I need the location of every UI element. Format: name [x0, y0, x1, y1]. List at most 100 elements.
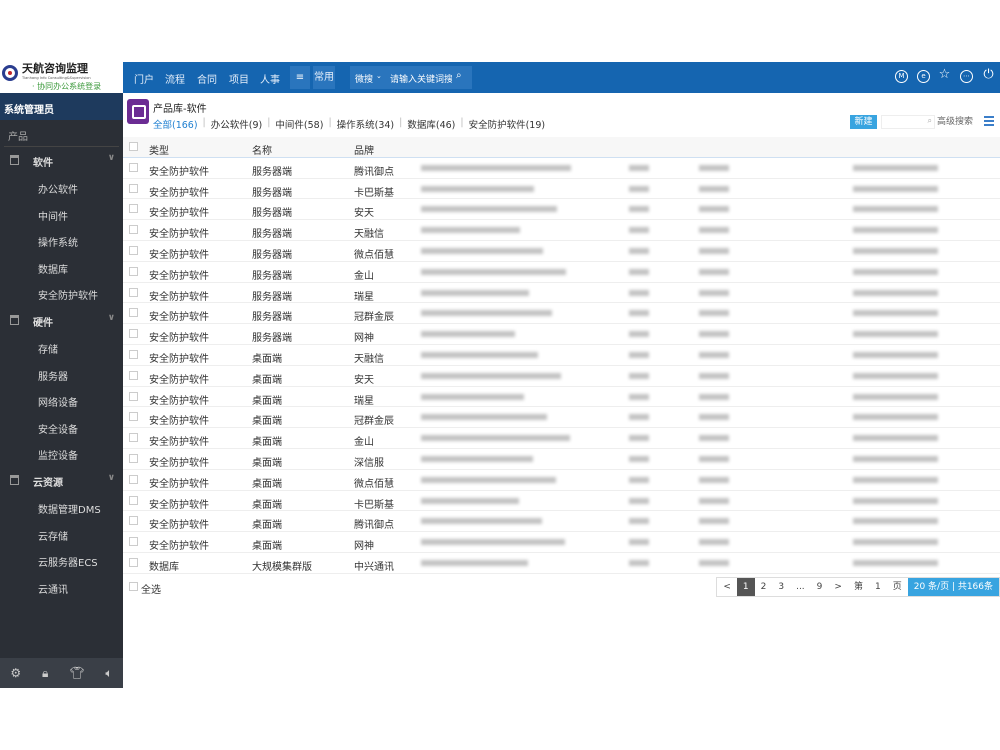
page-button[interactable]: 9: [816, 582, 823, 592]
row-checkbox[interactable]: [129, 453, 138, 463]
row-checkbox[interactable]: [129, 474, 138, 484]
sidebar-item[interactable]: 操作系统: [38, 238, 78, 250]
m-circle-icon[interactable]: M: [895, 70, 908, 83]
category-tab[interactable]: 中间件(58): [275, 120, 324, 131]
page-button[interactable]: 1: [736, 578, 755, 596]
table-row[interactable]: 安全防护软件 桌面端 金山: [123, 428, 1000, 449]
table-row[interactable]: 安全防护软件 桌面端 天融信: [123, 345, 1000, 366]
row-checkbox[interactable]: [129, 308, 138, 318]
sidebar-item[interactable]: 云存储: [38, 531, 68, 543]
row-checkbox[interactable]: [129, 537, 138, 547]
table-row[interactable]: 数据库 大规模集群版 中兴通讯: [123, 553, 1000, 574]
sidebar-item[interactable]: 网络设备: [38, 398, 78, 410]
row-checkbox[interactable]: [129, 183, 138, 193]
nav-common[interactable]: 常用: [313, 66, 335, 89]
table-row[interactable]: 安全防护软件 桌面端 卡巴斯基: [123, 491, 1000, 512]
category-tab[interactable]: 操作系统(34): [336, 120, 395, 131]
search-input[interactable]: 请输入关键词搜索: [390, 75, 452, 85]
row-checkbox[interactable]: [129, 266, 138, 276]
star-icon[interactable]: ☆: [938, 67, 951, 82]
menu-icon[interactable]: ≡: [290, 66, 310, 89]
row-checkbox[interactable]: [129, 391, 138, 401]
power-icon[interactable]: ⏻: [983, 67, 994, 82]
search-box[interactable]: 微搜 ⌄ 请输入关键词搜索 ⌕: [350, 66, 472, 89]
nav-hr[interactable]: 人事: [260, 75, 280, 86]
table-row[interactable]: 安全防护软件 桌面端 安天: [123, 366, 1000, 387]
chevron-down-icon[interactable]: ⌄: [376, 72, 382, 80]
nav-flow[interactable]: 流程: [165, 75, 185, 86]
category-tab[interactable]: 数据库(46): [407, 120, 456, 131]
row-checkbox[interactable]: [129, 287, 138, 297]
column-brand[interactable]: 品牌: [354, 146, 374, 157]
row-checkbox[interactable]: [129, 245, 138, 255]
row-checkbox[interactable]: [129, 349, 138, 359]
table-row[interactable]: 安全防护软件 桌面端 瑞星: [123, 387, 1000, 408]
sidebar-item[interactable]: 存储: [38, 344, 58, 356]
table-row[interactable]: 安全防护软件 桌面端 网神: [123, 532, 1000, 553]
sidebar-item[interactable]: 中间件: [38, 211, 68, 223]
list-view-icon[interactable]: [984, 116, 994, 126]
table-row[interactable]: 安全防护软件 桌面端 深信服: [123, 449, 1000, 470]
sidebar-item[interactable]: 数据管理DMS: [38, 504, 101, 516]
nav-project[interactable]: 项目: [229, 75, 249, 86]
header-checkbox[interactable]: [129, 142, 138, 151]
nav-contract[interactable]: 合同: [197, 75, 217, 86]
category-tab[interactable]: 安全防护软件(19): [468, 120, 546, 131]
search-scope[interactable]: 微搜: [355, 75, 374, 85]
chevron-down-icon[interactable]: ∨: [107, 153, 115, 163]
row-checkbox[interactable]: [129, 412, 138, 422]
table-row[interactable]: 安全防护软件 服务器端 冠群金辰: [123, 303, 1000, 325]
search-icon[interactable]: ⌕: [456, 70, 462, 81]
sidebar-group[interactable]: 硬件 ∨: [0, 307, 123, 334]
category-tab[interactable]: 办公软件(9): [210, 120, 263, 131]
more-icon[interactable]: ⋯: [960, 70, 973, 83]
sidebar-item[interactable]: 安全防护软件: [38, 291, 98, 303]
category-tab[interactable]: 全部(166): [153, 120, 198, 131]
table-row[interactable]: 安全防护软件 服务器端 瑞星: [123, 283, 1000, 304]
row-checkbox[interactable]: [129, 204, 138, 214]
lock-icon[interactable]: 🔒︎: [42, 665, 49, 680]
next-page-button[interactable]: >: [834, 582, 842, 592]
table-row[interactable]: 安全防护软件 服务器端 网神: [123, 324, 1000, 345]
select-all-checkbox[interactable]: [129, 582, 138, 591]
table-row[interactable]: 安全防护软件 桌面端 腾讯御点: [123, 511, 1000, 533]
prev-page-button[interactable]: <: [723, 582, 731, 592]
chevron-down-icon[interactable]: ∨: [107, 472, 115, 483]
sidebar-group[interactable]: 软件 ∨: [0, 147, 123, 174]
row-checkbox[interactable]: [129, 433, 138, 443]
shirt-icon[interactable]: 👕︎: [69, 666, 85, 680]
row-checkbox[interactable]: [129, 162, 138, 172]
sidebar-item[interactable]: 云服务器ECS: [38, 558, 98, 570]
page-button[interactable]: 3: [778, 582, 785, 592]
chevron-down-icon[interactable]: ∨: [107, 312, 115, 323]
table-row[interactable]: 安全防护软件 服务器端 天融信: [123, 220, 1000, 241]
row-checkbox[interactable]: [129, 225, 138, 235]
row-checkbox[interactable]: [129, 516, 138, 526]
goto-page-input[interactable]: 1: [874, 582, 881, 592]
table-row[interactable]: 安全防护软件 服务器端 金山: [123, 262, 1000, 283]
table-row[interactable]: 安全防护软件 服务器端 腾讯御点: [123, 158, 1000, 179]
speaker-icon[interactable]: 🔈︎: [105, 665, 113, 680]
sidebar-item[interactable]: 安全设备: [38, 424, 78, 436]
table-row[interactable]: 安全防护软件 桌面端 微点佰慧: [123, 470, 1000, 491]
quick-search-input[interactable]: ⌕: [881, 115, 935, 129]
page-button[interactable]: 2: [760, 582, 767, 592]
table-row[interactable]: 安全防护软件 服务器端 微点佰慧: [123, 241, 1000, 262]
sidebar-item[interactable]: 云通讯: [38, 584, 68, 596]
page-button[interactable]: ...: [796, 582, 805, 592]
row-checkbox[interactable]: [129, 329, 138, 339]
row-checkbox[interactable]: [129, 370, 138, 380]
sidebar-item[interactable]: 监控设备: [38, 451, 78, 463]
sidebar-item[interactable]: 服务器: [38, 371, 68, 383]
page-size-info[interactable]: 20 条/页 | 共166条: [907, 578, 999, 596]
new-button[interactable]: 新建: [850, 115, 877, 129]
advanced-search-button[interactable]: 高级搜索: [937, 117, 974, 127]
table-row[interactable]: 安全防护软件 服务器端 安天: [123, 199, 1000, 221]
settings-icon[interactable]: ⚙: [10, 666, 22, 680]
sidebar-item[interactable]: 数据库: [38, 264, 68, 276]
row-checkbox[interactable]: [129, 557, 138, 567]
nav-portal[interactable]: 门户: [134, 75, 154, 86]
table-row[interactable]: 安全防护软件 桌面端 冠群金辰: [123, 407, 1000, 429]
column-name[interactable]: 名称: [252, 146, 272, 157]
sidebar-group[interactable]: 云资源 ∨: [0, 467, 123, 494]
